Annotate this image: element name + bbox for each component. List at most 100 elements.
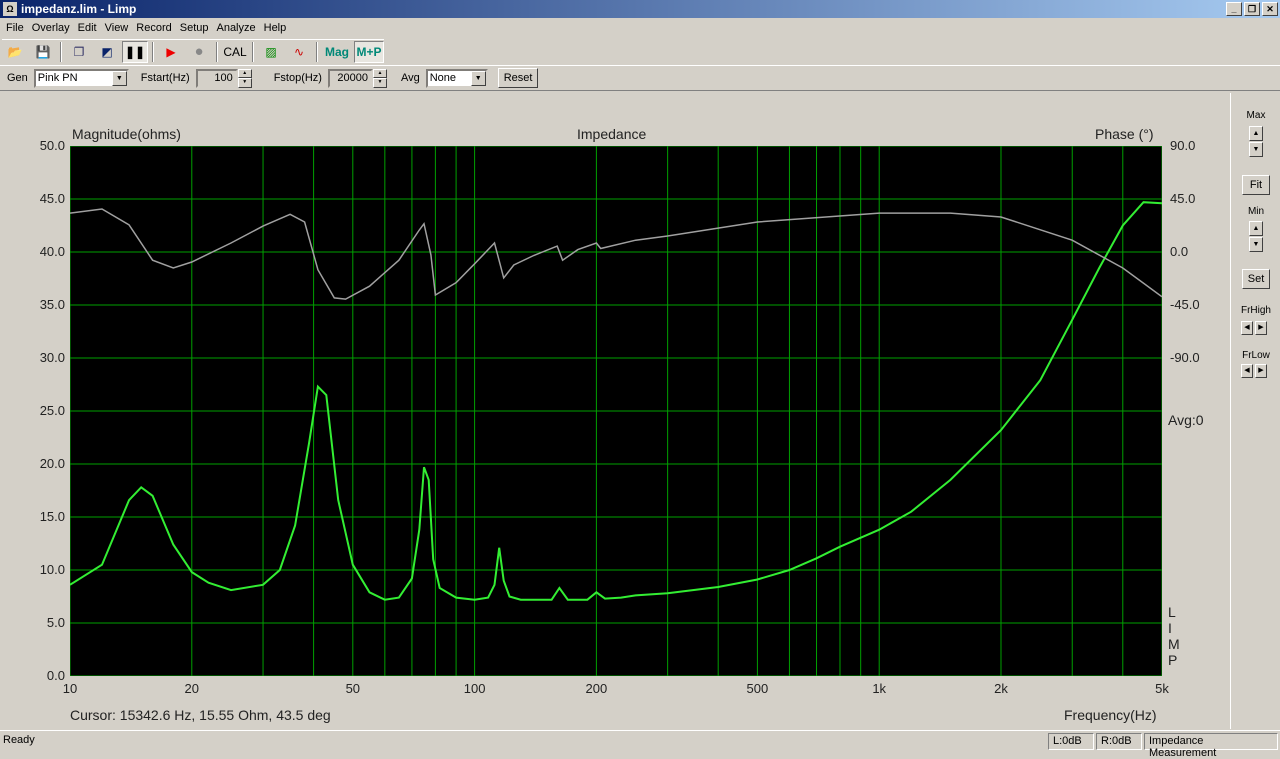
maximize-button[interactable]: ❐ [1244,2,1260,16]
set-button[interactable]: Set [1242,269,1270,289]
pause-icon[interactable]: ❚❚ [122,40,148,63]
fstop-label: Fstop(Hz) [273,72,322,84]
x-tick-label: 1k [872,681,887,696]
fit-button[interactable]: Fit [1242,175,1270,195]
x-tick-label: 10 [62,681,78,696]
toolbar: 📂 💾 ❐ ◩ ❚❚ ▶ ● CAL ▨ ∿ Mag M+P [2,39,384,63]
x-tick-label: 100 [463,681,486,696]
copy-icon[interactable]: ❐ [73,44,85,59]
x-tick-label: 5k [1155,681,1169,696]
x-axis-label: Frequency(Hz) [1064,707,1157,723]
limp-letter: M [1168,636,1180,652]
avg-readout: Avg:0 [1168,412,1204,428]
frlow-label: FrLow [1242,350,1270,361]
x-tick-label: 200 [585,681,608,696]
cal-button[interactable]: CAL [223,44,247,59]
open-folder-icon[interactable]: 📂 [7,44,23,59]
y-tick-label: 15.0 [39,509,65,524]
y2-tick-label: 90.0 [1170,138,1196,153]
limp-letter: I [1168,620,1172,636]
color-icon[interactable]: ◩ [101,44,113,59]
fstart-label: Fstart(Hz) [140,72,190,84]
wave-icon[interactable]: ∿ [293,44,305,59]
max-up-button[interactable]: ▲ [1249,126,1263,141]
min-up-button[interactable]: ▲ [1249,221,1263,236]
y2-axis-label: Phase (°) [1095,126,1154,142]
min-label: Min [1247,206,1265,217]
fstop-spinner[interactable]: ▲ ▼ [372,68,387,88]
gen-label: Gen [7,72,28,84]
y2-tick-label: 45.0 [1170,191,1196,206]
avg-label: Avg [400,72,420,84]
left-gain: L:0dB [1048,733,1094,750]
frhigh-label: FrHigh [1240,305,1271,316]
gen-value: Pink PN [37,72,78,84]
menu-analyze[interactable]: Analyze [216,22,256,34]
frhigh-left-button[interactable]: ◀ [1241,321,1253,335]
chevron-down-icon[interactable]: ▼ [470,70,486,86]
y-tick-label: 40.0 [39,244,65,259]
menu-edit[interactable]: Edit [77,22,97,34]
chart-title: Impedance [577,126,647,142]
x-tick-label: 20 [184,681,200,696]
window-title: impedanz.lim - Limp [21,2,137,16]
max-down-button[interactable]: ▼ [1249,142,1263,157]
x-tick-label: 50 [345,681,361,696]
title-bar: Ω impedanz.lim - Limp _ ❐ ✕ [0,0,1280,18]
reset-button[interactable]: Reset [497,68,539,88]
menu-help[interactable]: Help [263,22,287,34]
x-tick-label: 2k [994,681,1008,696]
x-tick-label: 500 [746,681,769,696]
y-tick-label: 0.0 [46,668,65,683]
min-down-button[interactable]: ▼ [1249,237,1263,252]
y-tick-label: 45.0 [39,191,65,206]
y2-tick-label: -90.0 [1170,350,1200,365]
close-button[interactable]: ✕ [1262,2,1278,16]
fstart-spinner[interactable]: ▲ ▼ [237,68,252,88]
y-axis-label: Magnitude(ohms) [72,126,181,142]
y-tick-label: 35.0 [39,297,65,312]
cursor-readout: Cursor: 15342.6 Hz, 15.55 Ohm, 43.5 deg [70,707,331,723]
avg-select[interactable]: None ▼ [425,68,488,88]
fstop-input[interactable]: 20000 [327,68,373,88]
measurement-mode: Impedance Measurement [1144,733,1278,759]
menu-overlay[interactable]: Overlay [31,22,70,34]
menu-setup[interactable]: Setup [179,22,209,34]
limp-letter: L [1168,604,1176,620]
magnitude-curve [70,201,1162,601]
generator-params: Gen Pink PN ▼ Fstart(Hz) 100 ▲ ▼ Fstop(Hz) … [0,65,1280,91]
max-label: Max [1246,110,1266,121]
play-icon[interactable]: ▶ [166,44,176,59]
y-tick-label: 30.0 [39,350,65,365]
gen-select[interactable]: Pink PN ▼ [33,68,129,88]
status-ready: Ready [3,734,35,746]
frhigh-right-button[interactable]: ▶ [1255,321,1267,335]
frlow-right-button[interactable]: ▶ [1255,364,1267,378]
ohm-icon: Ω [3,2,17,16]
phase-curve [70,208,1162,300]
chevron-down-icon[interactable]: ▼ [111,70,127,86]
y-tick-label: 5.0 [46,615,65,630]
menu-record[interactable]: Record [136,22,172,34]
menu-view[interactable]: View [104,22,129,34]
record-icon[interactable]: ● [194,43,204,60]
menu-file[interactable]: File [6,22,24,34]
plot-panel: Magnitude(ohms) Impedance Phase (°) Freq… [2,93,1231,729]
right-gain: R:0dB [1096,733,1142,750]
impedance-plot[interactable] [70,146,1162,676]
y-tick-label: 50.0 [39,138,65,153]
y2-tick-label: 0.0 [1170,244,1189,259]
avg-value: None [429,72,457,84]
mp-button[interactable]: M+P [354,40,384,63]
fstart-input[interactable]: 100 [195,68,238,88]
minimize-button[interactable]: _ [1226,2,1242,16]
y-tick-label: 10.0 [39,562,65,577]
mag-graph-icon[interactable]: ▨ [265,44,277,59]
frlow-left-button[interactable]: ◀ [1241,364,1253,378]
save-icon[interactable]: 💾 [35,44,51,59]
scale-panel: Max ▲ ▼ Fit Min ▲ ▼ Set FrHigh ◀ ▶ FrLow… [1232,93,1280,729]
y-tick-label: 20.0 [39,456,65,471]
y2-tick-label: -45.0 [1170,297,1200,312]
mag-button[interactable]: Mag [325,44,349,59]
